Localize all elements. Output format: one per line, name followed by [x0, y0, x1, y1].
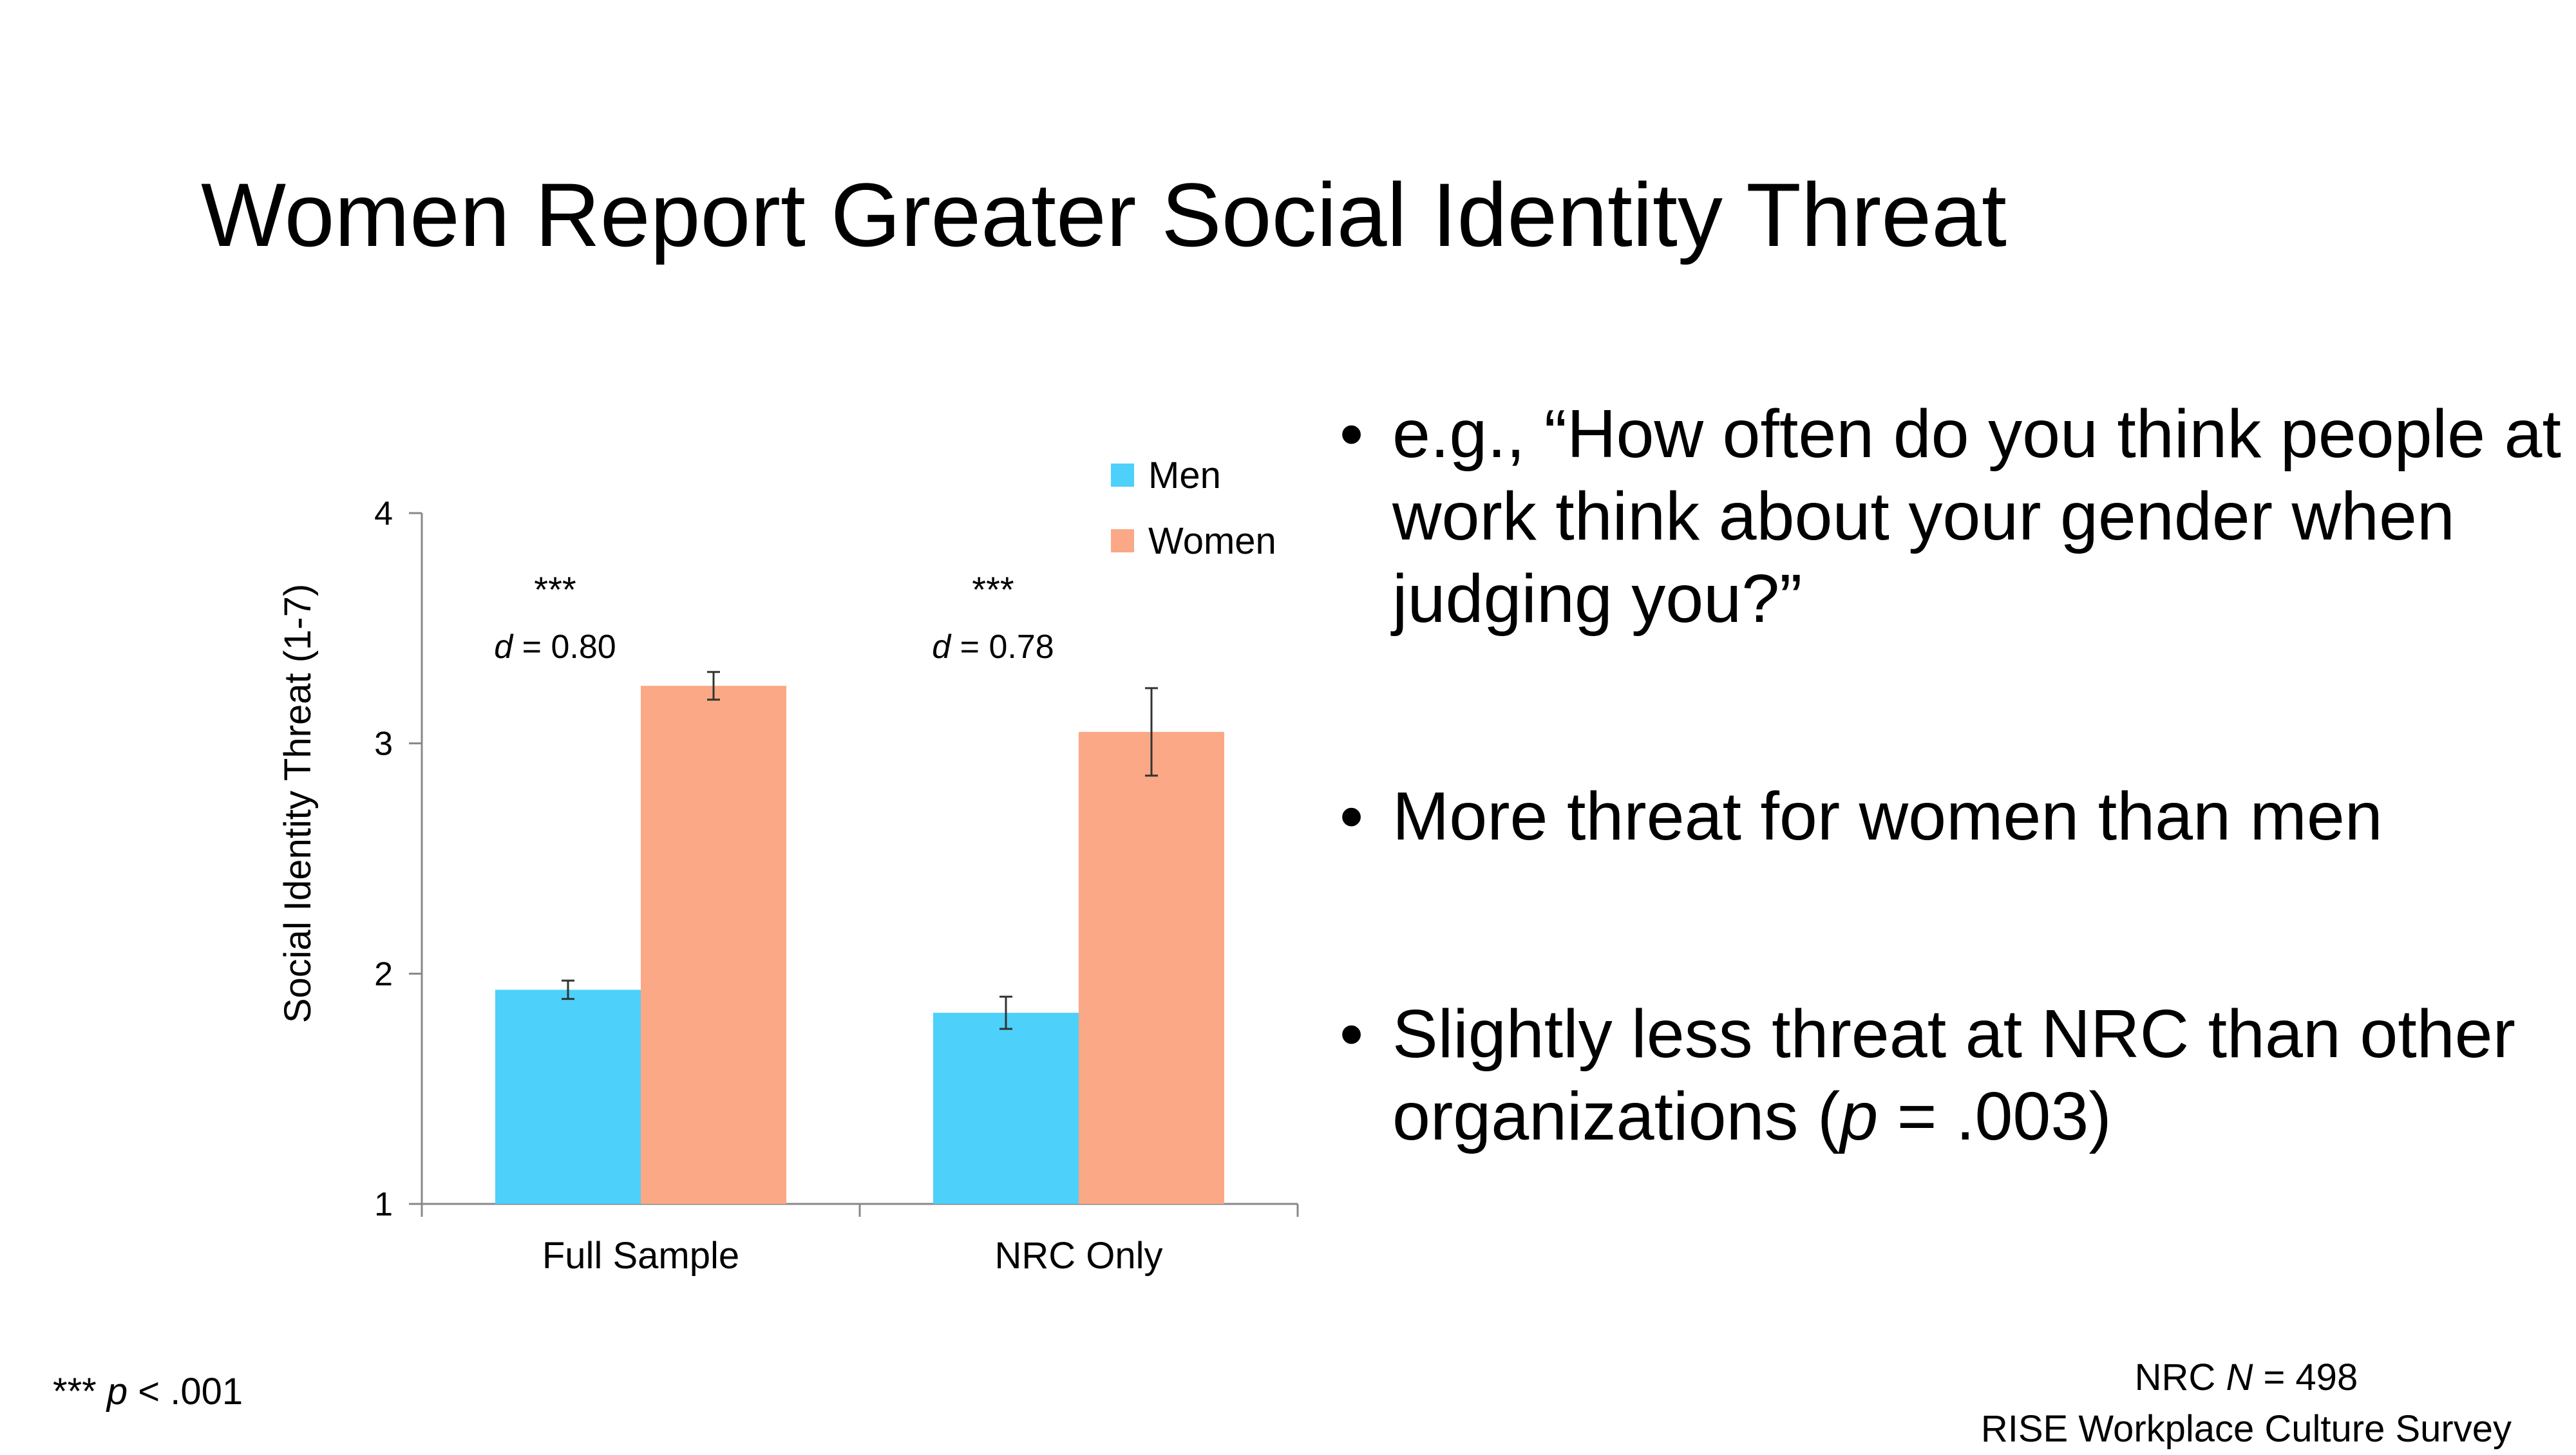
bar-women: [1079, 731, 1224, 1204]
bullet-item: • e.g., “How often do you think people a…: [1340, 393, 2563, 640]
bar-men: [933, 1013, 1079, 1204]
bullet-text: More threat for women than men: [1392, 778, 2383, 854]
slide-title: Women Report Greater Social Identity Thr…: [201, 164, 2007, 265]
sample-size: NRC N = 498: [1981, 1352, 2512, 1403]
bullet-item: • Slightly less threat at NRC than other…: [1340, 993, 2563, 1158]
sample-size-value: = 498: [2253, 1356, 2358, 1398]
bar-women: [641, 686, 786, 1204]
source-footnote: NRC N = 498 RISE Workplace Culture Surve…: [1981, 1352, 2512, 1455]
legend-label-men: Men: [1148, 455, 1221, 496]
effect-size-symbol: d: [494, 628, 514, 666]
bullet-text-part: Slightly less threat at NRC than other o…: [1392, 996, 2515, 1154]
effect-size-label: d = 0.80: [494, 628, 616, 666]
x-tick-label: NRC Only: [994, 1235, 1162, 1277]
bullet-dot: •: [1340, 996, 1364, 1072]
legend-label-women: Women: [1148, 520, 1276, 562]
y-axis-label: Social Identity Threat (1-7): [277, 584, 319, 1023]
bar-men: [495, 990, 641, 1204]
significance-stars: ***: [534, 569, 576, 610]
bullet-text: Slightly less threat at NRC than other o…: [1392, 996, 2515, 1154]
legend-swatch-women: [1111, 529, 1134, 552]
y-tick-label: 4: [374, 495, 393, 532]
footnote-rest: < .001: [128, 1371, 243, 1413]
sample-size-prefix: NRC: [2134, 1356, 2226, 1398]
effect-size-value: = 0.78: [951, 628, 1054, 666]
effect-size-label: d = 0.78: [932, 628, 1054, 666]
bullet-list: • e.g., “How often do you think people a…: [1340, 393, 2563, 1158]
legend-swatch-men: [1111, 464, 1134, 487]
y-tick-label: 2: [374, 955, 393, 993]
footnote-p: p: [106, 1371, 128, 1413]
sample-size-n: N: [2226, 1356, 2253, 1398]
bullet-dot: •: [1340, 778, 1364, 854]
x-tick-label: Full Sample: [542, 1235, 739, 1277]
bullet-text: e.g., “How often do you think people at …: [1392, 396, 2561, 637]
p-symbol: p: [1840, 1078, 1879, 1154]
bullet-dot: •: [1340, 396, 1364, 472]
effect-size-value: = 0.80: [513, 628, 616, 666]
bullet-text-part: = .003): [1878, 1078, 2112, 1154]
bullet-item: • More threat for women than men: [1340, 775, 2563, 858]
effect-size-symbol: d: [932, 628, 952, 666]
survey-name: RISE Workplace Culture Survey: [1980, 1408, 2512, 1450]
footnote-stars: ***: [53, 1371, 97, 1413]
significance-stars: ***: [972, 569, 1014, 610]
significance-footnote: *** p < .001: [53, 1370, 243, 1413]
y-tick-label: 1: [374, 1186, 393, 1223]
y-tick-label: 3: [374, 726, 393, 763]
